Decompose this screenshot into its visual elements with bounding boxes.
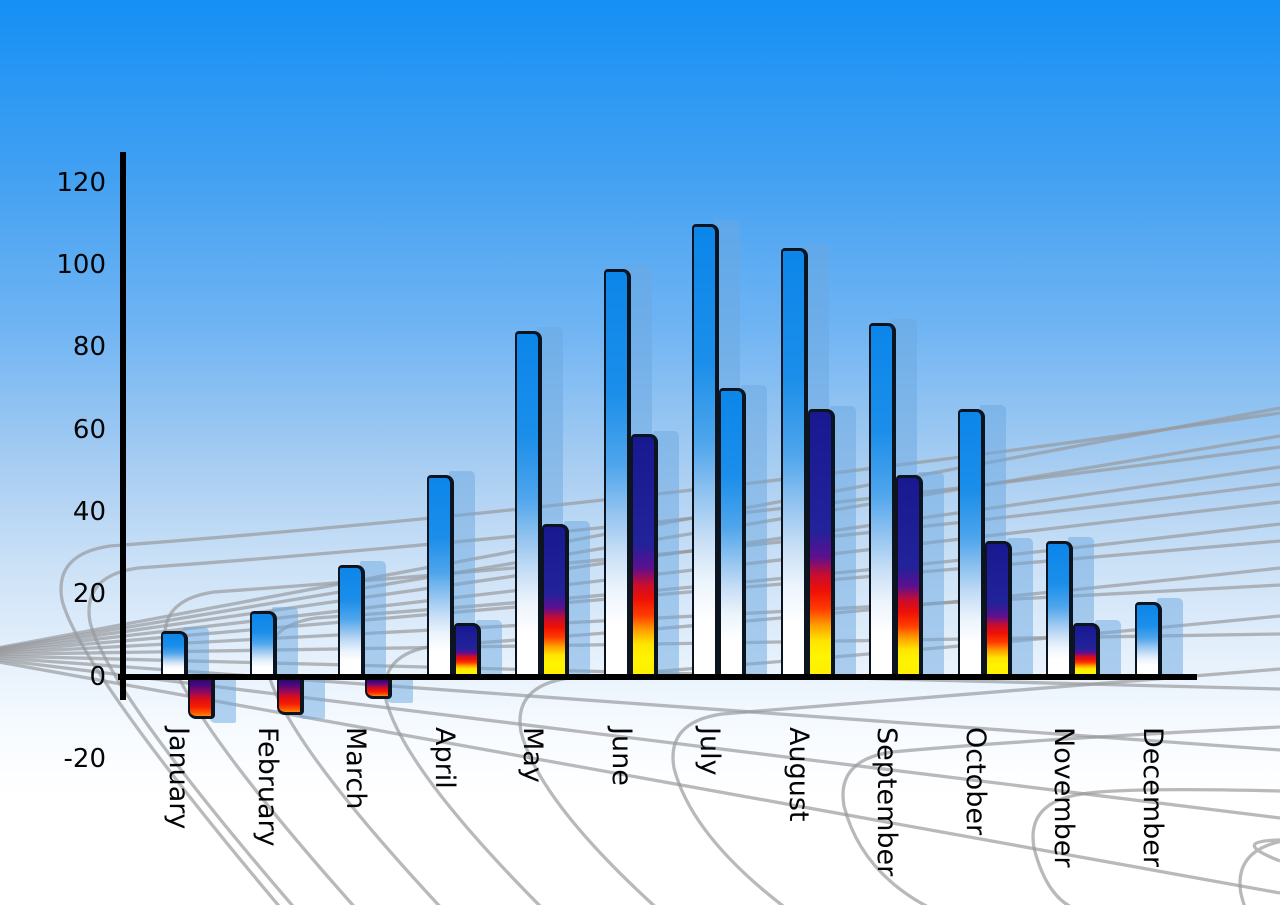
secondary-bar <box>188 678 215 719</box>
y-tick-label: 120 <box>56 168 106 198</box>
grid-ring-arc <box>671 667 1280 905</box>
grid-ring-arc <box>1031 788 1280 905</box>
month-label: February <box>251 727 283 847</box>
secondary-bar <box>896 475 923 677</box>
month-label: June <box>605 727 637 786</box>
secondary-bar <box>365 678 392 699</box>
secondary-bar-shadow <box>387 680 413 703</box>
grid-ring-arc <box>841 725 1280 905</box>
grid-ring-arc <box>265 522 1280 905</box>
month-label: March <box>340 727 371 810</box>
y-tick-label: -20 <box>63 744 106 774</box>
month-label: December <box>1136 727 1168 868</box>
month-label: August <box>782 727 814 822</box>
primary-bar <box>515 331 542 677</box>
month-label: April <box>428 727 460 789</box>
primary-bar <box>692 224 719 677</box>
month-label: October <box>959 727 991 836</box>
secondary-bar <box>630 434 658 677</box>
secondary-bar <box>984 541 1012 677</box>
primary-bar <box>780 248 808 676</box>
month-label: July <box>694 727 725 776</box>
secondary-bar <box>1073 623 1100 677</box>
month-label: November <box>1048 727 1079 868</box>
month-label: September <box>871 727 902 877</box>
month-label: May <box>517 727 548 783</box>
grid-ring-arc <box>1238 838 1280 905</box>
primary-bar <box>249 611 277 677</box>
y-tick-label: 100 <box>56 250 106 280</box>
y-axis-line <box>120 152 126 700</box>
primary-bar <box>1134 602 1162 676</box>
secondary-bar <box>453 623 481 677</box>
grid-radial-line <box>0 660 1280 895</box>
secondary-bar <box>276 678 304 715</box>
y-tick-label: 0 <box>89 662 106 692</box>
month-label: January <box>163 727 194 830</box>
secondary-bar <box>542 524 569 676</box>
grid-radial-line <box>0 658 1280 820</box>
y-tick-label: 80 <box>72 332 106 362</box>
primary-bar <box>426 475 454 677</box>
y-tick-label: 40 <box>72 497 106 527</box>
primary-bar <box>1046 541 1073 677</box>
y-tick-label: 60 <box>72 415 106 445</box>
secondary-bar <box>807 409 835 677</box>
primary-bar <box>869 323 896 677</box>
primary-bar <box>338 565 365 676</box>
secondary-bar <box>719 388 746 676</box>
x-axis-baseline <box>118 674 1197 680</box>
primary-bar <box>957 409 985 677</box>
primary-bar <box>603 269 631 676</box>
y-tick-label: 20 <box>72 579 106 609</box>
primary-bar <box>161 631 188 676</box>
